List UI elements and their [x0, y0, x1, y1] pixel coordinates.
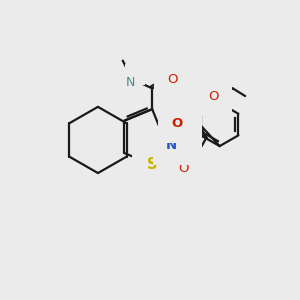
Text: N: N — [180, 133, 189, 146]
Text: O: O — [178, 162, 188, 175]
Text: O: O — [171, 116, 183, 130]
Text: S: S — [147, 157, 158, 172]
Text: N: N — [126, 76, 135, 89]
Text: H: H — [131, 70, 139, 80]
Text: H: H — [181, 127, 189, 136]
Text: O: O — [167, 73, 178, 85]
Text: H
N: H N — [181, 122, 190, 150]
Text: N: N — [166, 139, 177, 152]
Text: O: O — [208, 90, 219, 103]
